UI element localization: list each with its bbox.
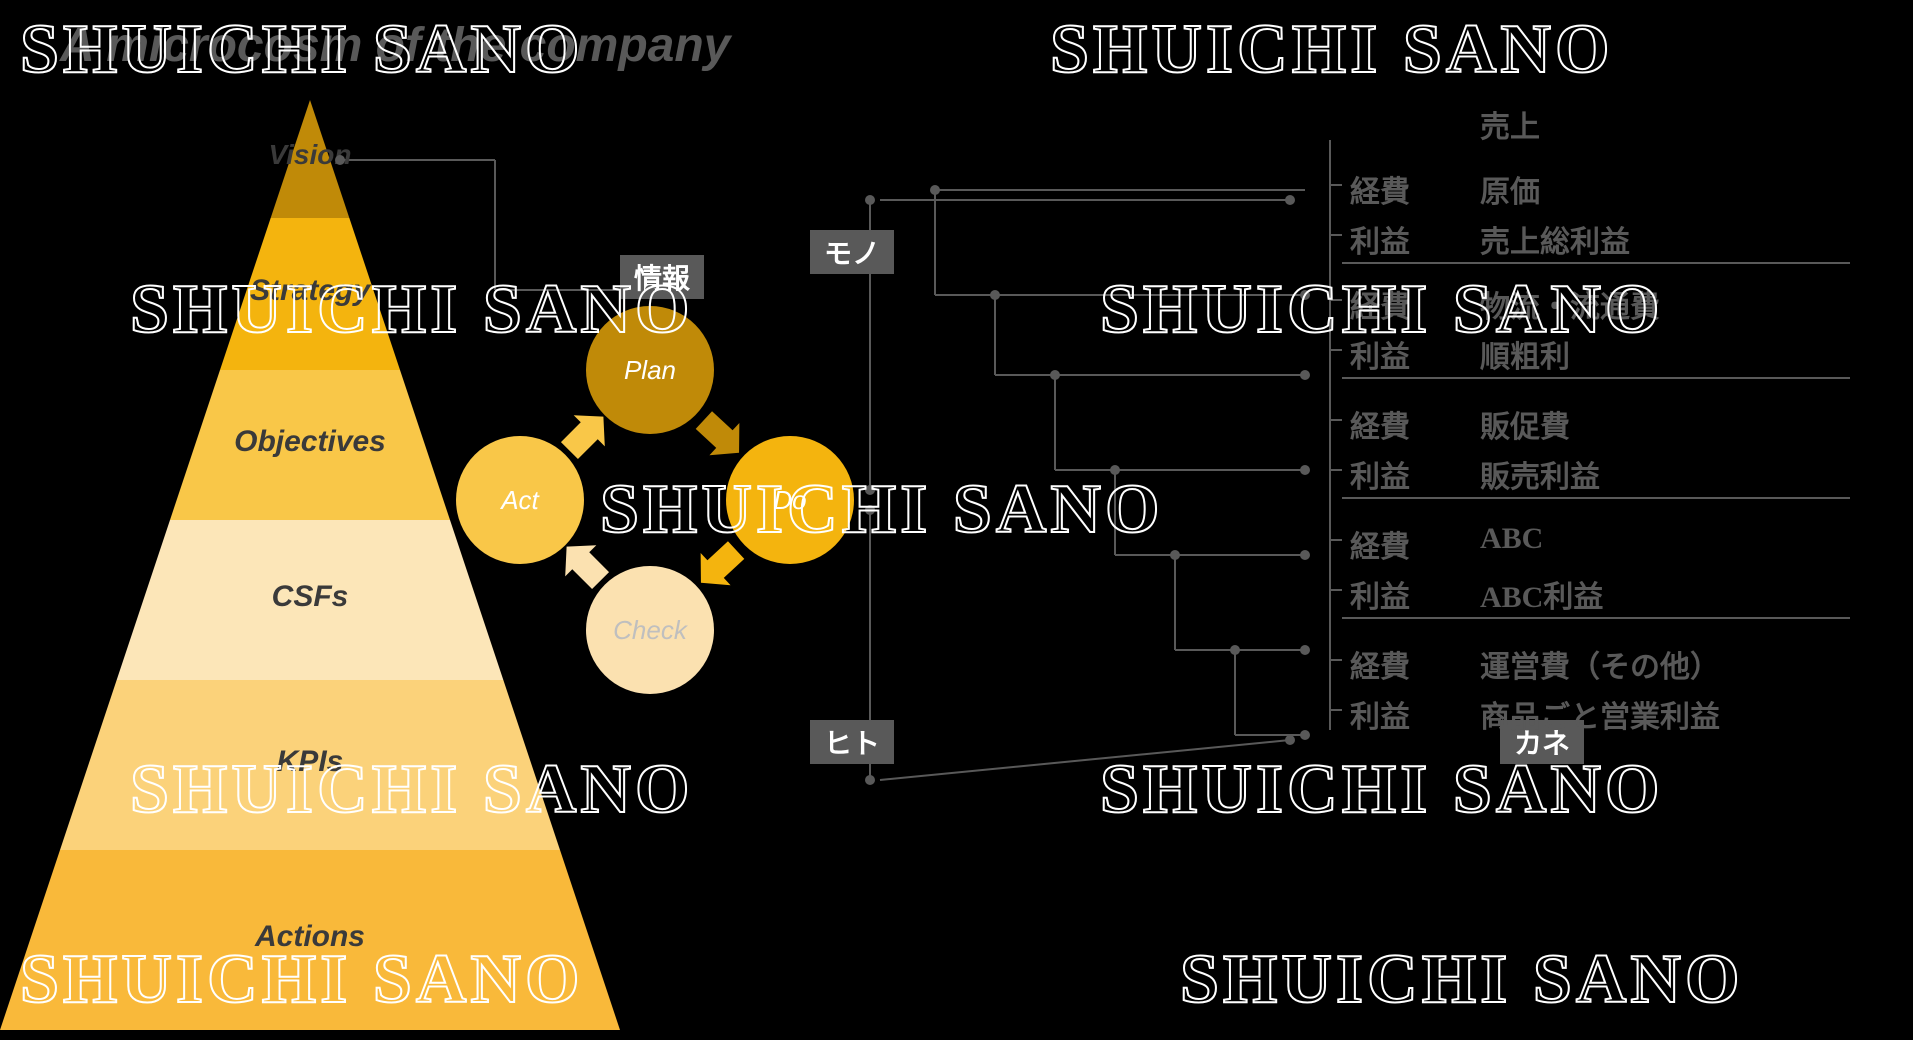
ladder-value-1: 売上総利益 (1480, 217, 1630, 261)
dot-hito-t (865, 505, 875, 515)
spine-dot-r-1 (1300, 370, 1310, 380)
dot-right-bot (1285, 735, 1295, 745)
spine-dot-t-0 (930, 185, 940, 195)
tag-info: 情報 (620, 255, 704, 299)
pyramid-label-2: Objectives (110, 425, 510, 459)
spine-dot-r-0 (1300, 290, 1310, 300)
ladder-label-5: 利益 (1350, 452, 1410, 496)
ladder-label-4: 経費 (1350, 402, 1410, 446)
spine-dot-r-4 (1300, 645, 1310, 655)
spine-dot-t-3 (1110, 465, 1120, 475)
dot-right-top (1285, 195, 1295, 205)
spine-dot-r-5 (1300, 730, 1310, 740)
ladder-value-6: ABC (1480, 522, 1543, 556)
conn-right-bot (880, 740, 1290, 780)
ladder-label-1: 利益 (1350, 217, 1410, 261)
ladder-value-2: 物流・流通費 (1480, 282, 1660, 326)
spine-dot-t-2 (1050, 370, 1060, 380)
ladder-value-8: 運営費（その他） (1480, 642, 1720, 686)
ladder-value-5: 販売利益 (1480, 452, 1600, 496)
pyramid-label-0: Vision (110, 139, 510, 171)
dot-hito-b (865, 775, 875, 785)
dot-mono-b (865, 485, 875, 495)
spine-dot-r-3 (1300, 550, 1310, 560)
pdca-plan: Plan (586, 306, 714, 434)
ladder-label-8: 経費 (1350, 642, 1410, 686)
pyramid-label-1: Strategy (110, 274, 510, 308)
ladder-header: 売上 (1480, 102, 1540, 146)
ladder-value-0: 原価 (1480, 167, 1540, 211)
dot-pyr-a (335, 155, 345, 165)
spine-dot-t-4 (1170, 550, 1180, 560)
ladder-value-4: 販促費 (1480, 402, 1570, 446)
ladder-label-7: 利益 (1350, 572, 1410, 616)
tag-hito: ヒト (810, 720, 894, 764)
pyramid-label-5: Actions (110, 920, 510, 954)
pdca-check: Check (586, 566, 714, 694)
ladder-value-3: 順粗利 (1480, 332, 1570, 376)
spine-dot-r-2 (1300, 465, 1310, 475)
ladder-value-7: ABC利益 (1480, 572, 1603, 616)
ladder-label-9: 利益 (1350, 692, 1410, 736)
pyramid-label-4: KPIs (110, 745, 510, 779)
dot-mono-t (865, 195, 875, 205)
pyramid-label-3: CSFs (110, 580, 510, 614)
page-title: A microcosm of the company (60, 18, 730, 73)
spine-dot-t-5 (1230, 645, 1240, 655)
ladder-value-9: 商品ごと営業利益 (1480, 692, 1720, 736)
pdca-do: Do (726, 436, 854, 564)
ladder-label-0: 経費 (1350, 167, 1410, 211)
pdca-act: Act (456, 436, 584, 564)
dot-pyr-b (645, 285, 655, 295)
ladder-label-2: 経費 (1350, 282, 1410, 326)
diagram-stage: Vision Strategy Objectives CSFs KPIs Actions P… (0, 0, 1913, 1040)
ladder-label-3: 利益 (1350, 332, 1410, 376)
tag-mono: モノ (810, 230, 894, 274)
spine-dot-t-1 (990, 290, 1000, 300)
ladder-label-6: 経費 (1350, 522, 1410, 566)
